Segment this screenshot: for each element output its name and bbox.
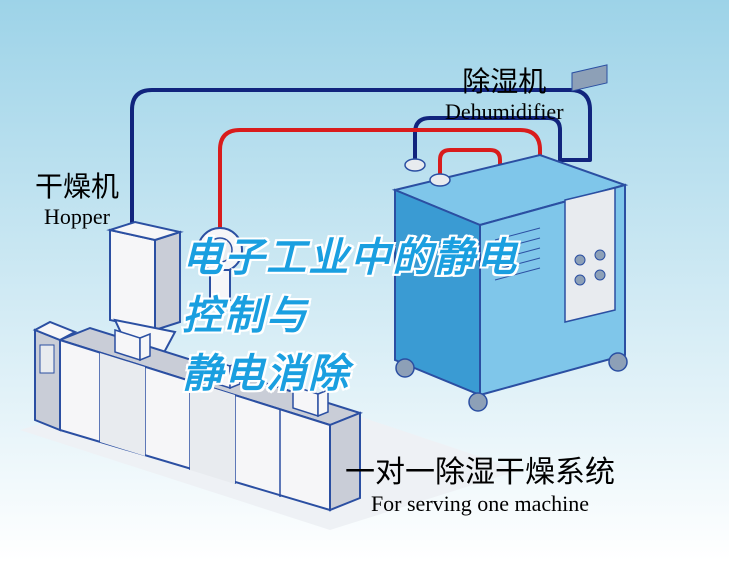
hopper-label-en: Hopper [35,204,119,230]
system-label-cn: 一对一除湿干燥系统 [345,455,615,491]
dehumidifier-label: 除湿机 Dehumidifier [445,65,564,125]
dehumidifier-inlet [405,159,425,171]
hopper-label-cn: 干燥机 [35,170,119,204]
overlay-title: 电子工业中的静电控制与 静电消除 [182,225,547,399]
dehumidifier-control-panel [565,188,615,322]
system-label: 一对一除湿干燥系统 For serving one machine [345,455,615,517]
dehumidifier-label-en: Dehumidifier [445,99,564,125]
dehumidifier-panel-button [575,275,585,285]
system-label-en: For serving one machine [345,491,615,517]
dehumidifier-panel-button [595,250,605,260]
hopper-label: 干燥机 Hopper [35,170,119,230]
dehumidifier-inlet [430,174,450,186]
dehumidifier-label-cn: 除湿机 [445,65,564,99]
diagram-stage: 干燥机 Hopper 除湿机 Dehumidifier 一对一除湿干燥系统 Fo… [0,0,729,561]
dehumidifier-panel-button [595,270,605,280]
dehumidifier-panel-button [575,255,585,265]
